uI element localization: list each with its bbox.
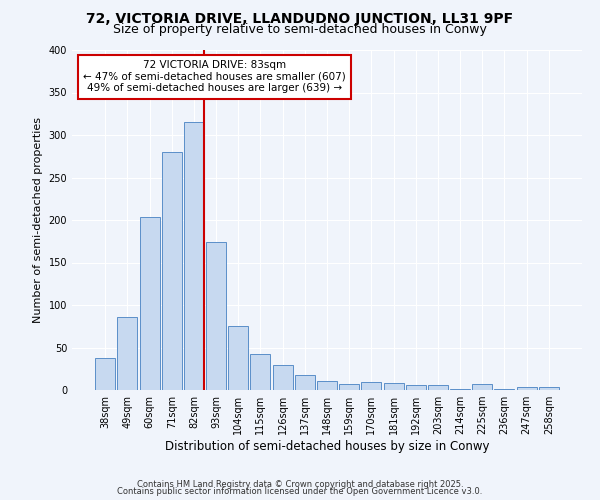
X-axis label: Distribution of semi-detached houses by size in Conwy: Distribution of semi-detached houses by …	[165, 440, 489, 453]
Bar	[295, 374, 315, 390]
Bar	[361, 382, 382, 390]
Bar	[228, 326, 248, 390]
Bar	[95, 358, 115, 390]
Bar	[539, 386, 559, 390]
Bar	[472, 384, 492, 390]
Bar	[406, 385, 426, 390]
Text: 72 VICTORIA DRIVE: 83sqm
← 47% of semi-detached houses are smaller (607)
49% of : 72 VICTORIA DRIVE: 83sqm ← 47% of semi-d…	[83, 60, 346, 94]
Bar	[317, 380, 337, 390]
Bar	[383, 383, 404, 390]
Text: Contains public sector information licensed under the Open Government Licence v3: Contains public sector information licen…	[118, 488, 482, 496]
Bar	[339, 384, 359, 390]
Bar	[494, 389, 514, 390]
Y-axis label: Number of semi-detached properties: Number of semi-detached properties	[33, 117, 43, 323]
Bar	[428, 385, 448, 390]
Text: Contains HM Land Registry data © Crown copyright and database right 2025.: Contains HM Land Registry data © Crown c…	[137, 480, 463, 489]
Bar	[517, 388, 536, 390]
Bar	[118, 317, 137, 390]
Text: Size of property relative to semi-detached houses in Conwy: Size of property relative to semi-detach…	[113, 22, 487, 36]
Text: 72, VICTORIA DRIVE, LLANDUDNO JUNCTION, LL31 9PF: 72, VICTORIA DRIVE, LLANDUDNO JUNCTION, …	[86, 12, 514, 26]
Bar	[250, 354, 271, 390]
Bar	[140, 216, 160, 390]
Bar	[450, 389, 470, 390]
Bar	[272, 366, 293, 390]
Bar	[162, 152, 182, 390]
Bar	[184, 122, 204, 390]
Bar	[206, 242, 226, 390]
